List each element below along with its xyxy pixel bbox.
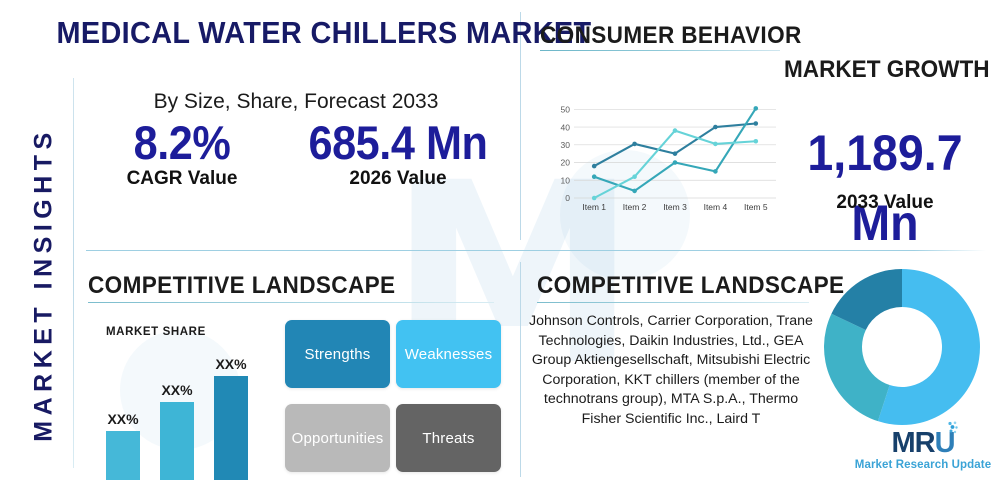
y-axis-tick-label: 50 bbox=[561, 105, 571, 115]
page-title: MEDICAL WATER CHILLERS MARKET bbox=[56, 15, 592, 50]
section-heading-competitive-landscape-right: COMPETITIVE LANDSCAPE bbox=[537, 272, 845, 299]
section-heading-consumer-behavior: CONSUMER BEHAVIOR bbox=[540, 22, 802, 49]
market-growth-unit: Mn bbox=[851, 195, 919, 251]
kpi-2026-caption: 2026 Value bbox=[349, 168, 447, 190]
swot-box-label: Opportunities bbox=[291, 429, 384, 447]
line-data-point bbox=[672, 160, 678, 165]
market-share-donut-chart bbox=[824, 269, 980, 425]
market-share-bar bbox=[160, 402, 194, 480]
section-heading-competitive-landscape-left: COMPETITIVE LANDSCAPE bbox=[88, 272, 396, 299]
swot-box-strengths[interactable]: Strengths bbox=[285, 320, 390, 388]
line-data-point bbox=[713, 124, 718, 130]
kpi-cagr-value: 8.2% bbox=[133, 116, 231, 169]
kpi-2026-value: 685.4 Mn 2026 Value bbox=[288, 118, 508, 190]
market-share-bar-label: XX% bbox=[161, 382, 193, 398]
center-vertical-divider-top bbox=[520, 12, 521, 240]
y-axis-tick-label: 30 bbox=[561, 140, 571, 150]
line-data-point bbox=[672, 151, 678, 156]
line-data-point bbox=[713, 169, 718, 174]
market-share-bar-label: XX% bbox=[215, 356, 247, 372]
x-axis-tick-label: Item 4 bbox=[704, 202, 728, 212]
line-data-point bbox=[753, 138, 759, 144]
y-axis-tick-label: 40 bbox=[561, 122, 571, 132]
market-share-bar bbox=[106, 430, 140, 480]
consumer-behavior-line-chart: 0 10 20 30 40 50 Item 1 Item 2 Item 3 Item 4 Item … bbox=[561, 105, 776, 212]
swot-box-weaknesses[interactable]: Weaknesses bbox=[396, 320, 501, 388]
line-data-point bbox=[632, 141, 637, 147]
line-data-point bbox=[753, 106, 759, 111]
line-data-point bbox=[753, 121, 759, 126]
kpi-2026-value-number: 685.4 Mn bbox=[308, 116, 488, 169]
swot-box-opportunities[interactable]: Opportunities bbox=[285, 404, 390, 472]
donut-segment bbox=[877, 269, 980, 425]
logo-mark-left: MR bbox=[891, 427, 935, 459]
logo-tagline: Market Research Update bbox=[854, 459, 992, 471]
x-axis-tick-label: Item 2 bbox=[623, 202, 647, 212]
market-share-label: MARKET SHARE bbox=[106, 326, 206, 338]
left-vertical-divider bbox=[73, 78, 74, 468]
y-axis-tick-label: 0 bbox=[565, 193, 570, 203]
line-data-point bbox=[591, 174, 597, 180]
horizontal-divider bbox=[86, 250, 986, 251]
swot-box-label: Strengths bbox=[304, 345, 371, 363]
swot-box-label: Threats bbox=[422, 429, 475, 447]
swot-box-label: Weaknesses bbox=[404, 345, 493, 363]
company-list: Johnson Controls, Carrier Corporation, T… bbox=[529, 313, 813, 427]
donut-segment bbox=[831, 269, 902, 330]
logo-droplet-icon bbox=[947, 421, 958, 434]
market-share-bar-chart: XX% XX% XX% bbox=[98, 330, 268, 480]
market-growth-caption: 2033 Value bbox=[836, 192, 934, 213]
line-data-point bbox=[591, 195, 597, 201]
x-axis-tick-label: Item 1 bbox=[582, 202, 606, 212]
market-growth-value: 1,189.7 bbox=[807, 125, 963, 181]
side-label-market-insights: MARKET INSIGHTS bbox=[29, 127, 58, 442]
x-axis-tick-label: Item 5 bbox=[744, 202, 768, 212]
x-axis-tick-label: Item 3 bbox=[663, 202, 687, 212]
line-data-point bbox=[632, 188, 637, 194]
y-axis-tick-label: 20 bbox=[561, 158, 571, 168]
logo-mark-right: U bbox=[934, 427, 956, 459]
line-data-point bbox=[672, 128, 678, 133]
logo-mark: MRU bbox=[891, 421, 958, 459]
market-share-bar-label: XX% bbox=[107, 410, 139, 427]
donut-segment bbox=[824, 313, 890, 422]
line-data-point bbox=[713, 141, 718, 147]
brand-logo: MRU Market Research Update bbox=[848, 421, 998, 471]
market-share-bar bbox=[214, 376, 248, 480]
line-series bbox=[593, 107, 757, 192]
kpi-cagr: 8.2% CAGR Value bbox=[92, 118, 272, 190]
center-vertical-divider-bottom bbox=[520, 262, 521, 477]
section-rule-competitive-left bbox=[88, 302, 494, 303]
y-axis-tick-label: 10 bbox=[561, 175, 571, 185]
line-data-point bbox=[632, 174, 637, 180]
swot-box-threats[interactable]: Threats bbox=[396, 404, 501, 472]
line-data-point bbox=[591, 163, 597, 169]
section-heading-market-growth: MARKET GROWTH bbox=[784, 56, 990, 83]
section-rule-consumer-behavior bbox=[540, 50, 780, 51]
kpi-cagr-caption: CAGR Value bbox=[126, 168, 238, 190]
page-subtitle: By Size, Share, Forecast 2033 bbox=[153, 90, 439, 113]
section-rule-competitive-right bbox=[537, 302, 809, 303]
